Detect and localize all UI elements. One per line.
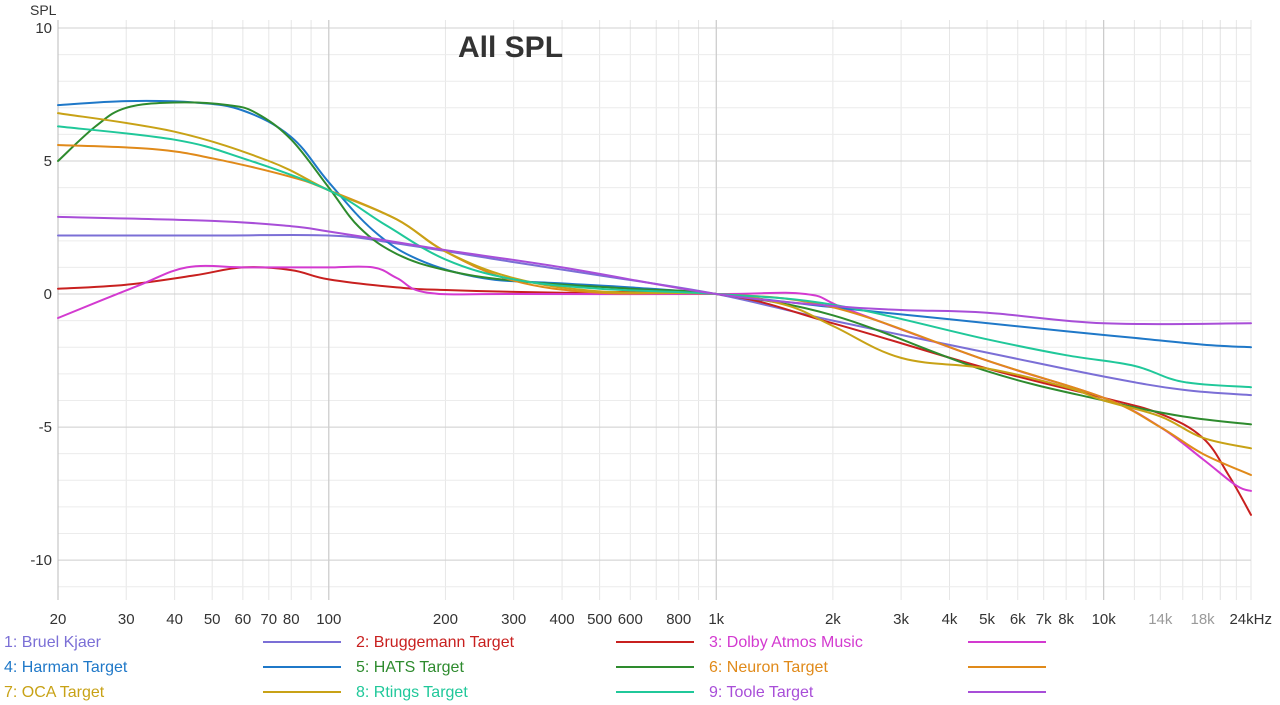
legend-swatch <box>968 666 1046 668</box>
y-tick-label: 0 <box>44 286 52 303</box>
series-layer <box>57 99 1252 516</box>
x-tick-labels: 20 30 40 50 60 70 80 100 200 300 400 500 600 800 1k 2k 3… <box>50 611 1272 628</box>
y-tick-label: -10 <box>30 552 52 569</box>
x-tick-label: 24kHz <box>1229 611 1272 628</box>
y-tick-label: -5 <box>39 419 52 436</box>
legend-label: 4: Harman Target <box>4 658 128 676</box>
series-line-9 <box>57 215 1252 326</box>
y-tick-label: 10 <box>35 20 52 37</box>
legend-label: 3: Dolby Atmos Music <box>709 633 863 651</box>
legend-label: 2: Bruggemann Target <box>356 633 515 651</box>
x-tick-label: 6k <box>1010 611 1026 628</box>
legend: 1: Bruel Kjaer 2: Bruggemann Target 3: Dol… <box>0 630 1280 704</box>
legend-swatch <box>616 641 694 643</box>
x-tick-label: 60 <box>235 611 252 628</box>
x-tick-label: 20 <box>50 611 67 628</box>
legend-swatch <box>263 641 341 643</box>
legend-item[interactable]: 6: Neuron Target <box>709 655 828 680</box>
legend-swatch <box>968 691 1046 693</box>
x-tick-label: 800 <box>666 611 691 628</box>
legend-item[interactable]: 7: OCA Target <box>4 680 104 705</box>
x-tick-label: 3k <box>893 611 909 628</box>
x-tick-label: 100 <box>316 611 341 628</box>
chart-svg: 20 30 40 50 60 70 80 100 200 300 400 500 600 800 1k 2k 3… <box>30 2 1272 628</box>
x-tick-label: 7k <box>1036 611 1052 628</box>
x-tick-label: 300 <box>501 611 526 628</box>
x-tick-label: 50 <box>204 611 221 628</box>
x-tick-label: 10k <box>1092 611 1117 628</box>
legend-item[interactable]: 9: Toole Target <box>709 680 813 705</box>
x-tick-label: 8k <box>1058 611 1074 628</box>
x-tick-label: 400 <box>550 611 575 628</box>
x-tick-label: 600 <box>618 611 643 628</box>
legend-label: 8: Rtings Target <box>356 683 468 701</box>
legend-label: 7: OCA Target <box>4 683 105 701</box>
legend-swatch <box>968 641 1046 643</box>
x-tick-label: 500 <box>587 611 612 628</box>
legend-item[interactable]: 4: Harman Target <box>4 655 127 680</box>
y-tick-label: 5 <box>44 153 52 170</box>
series-line-5 <box>57 101 1252 426</box>
legend-label: 9: Toole Target <box>709 683 814 701</box>
x-tick-label: 4k <box>942 611 958 628</box>
x-tick-label: 14k <box>1148 611 1173 628</box>
x-tick-label: 80 <box>283 611 300 628</box>
legend-item[interactable]: 1: Bruel Kjaer <box>4 630 101 655</box>
x-tick-label: 200 <box>433 611 458 628</box>
legend-swatch <box>616 666 694 668</box>
series-line-8 <box>57 125 1252 389</box>
x-tick-label: 18k <box>1190 611 1215 628</box>
series-line-4 <box>57 99 1252 349</box>
y-axis-label: SPL <box>30 2 57 18</box>
x-tick-label: 40 <box>166 611 183 628</box>
legend-label: 1: Bruel Kjaer <box>4 633 101 651</box>
legend-label: 5: HATS Target <box>356 658 464 676</box>
x-tick-label: 2k <box>825 611 841 628</box>
legend-item[interactable]: 3: Dolby Atmos Music <box>709 630 863 655</box>
legend-swatch <box>263 691 341 693</box>
legend-item[interactable]: 2: Bruggemann Target <box>356 630 514 655</box>
legend-label: 6: Neuron Target <box>709 658 828 676</box>
x-tick-label: 1k <box>708 611 724 628</box>
x-tick-label: 30 <box>118 611 135 628</box>
legend-item[interactable]: 8: Rtings Target <box>356 680 468 705</box>
x-tick-label: 5k <box>979 611 995 628</box>
legend-swatch <box>263 666 341 668</box>
legend-item[interactable]: 5: HATS Target <box>356 655 464 680</box>
legend-swatch <box>616 691 694 693</box>
x-tick-label: 70 <box>260 611 277 628</box>
y-tick-labels: 10 5 0 -5 -10 <box>30 20 52 569</box>
series-line-6 <box>57 144 1252 476</box>
chart-title: All SPL <box>458 31 563 64</box>
